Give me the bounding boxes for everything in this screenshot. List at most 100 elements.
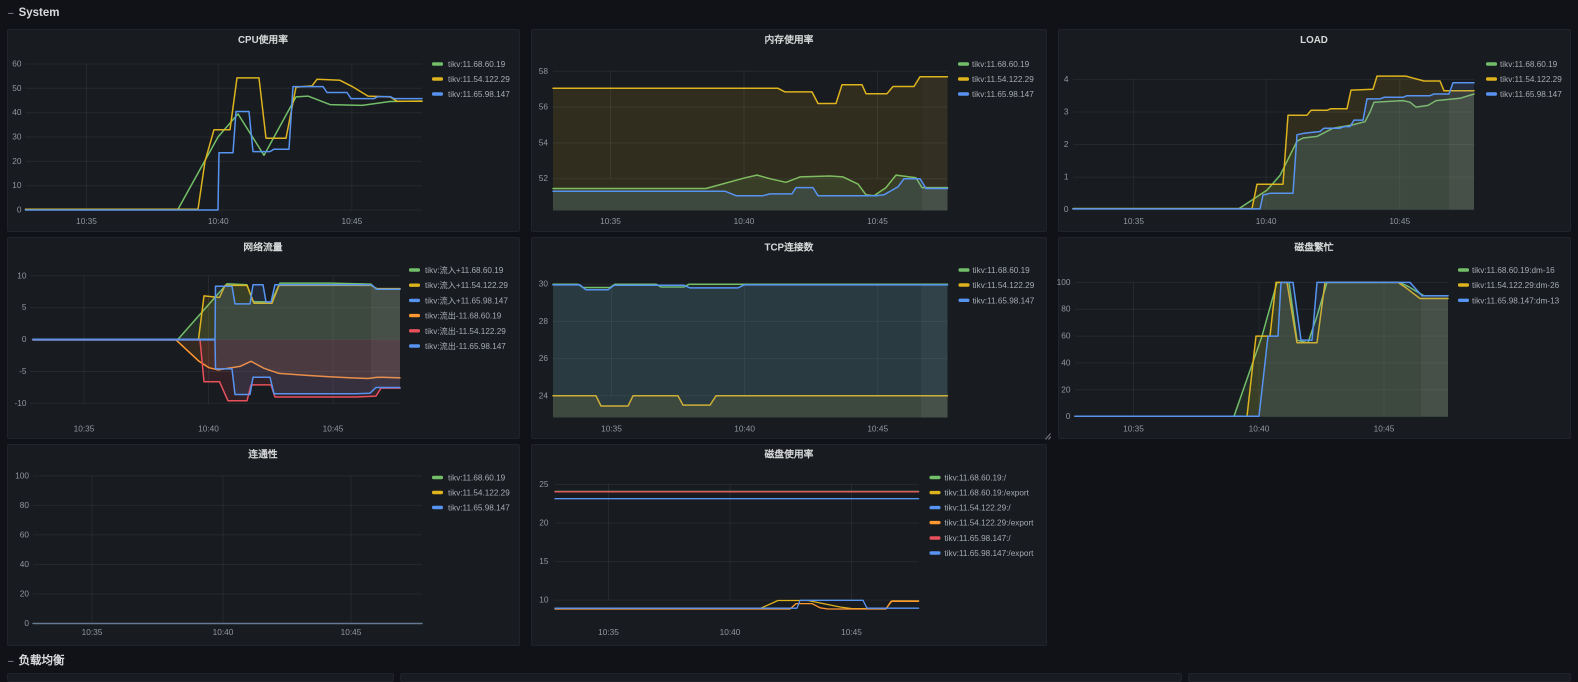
- svg-text:26: 26: [539, 353, 549, 363]
- svg-text:1: 1: [1064, 172, 1069, 182]
- svg-text:磁盘使用率: 磁盘使用率: [765, 448, 814, 461]
- svg-text:tikv:11.65.98.147: tikv:11.65.98.147: [448, 504, 510, 513]
- svg-text:tikv:11.68.60.19: tikv:11.68.60.19: [448, 60, 506, 69]
- svg-text:100: 100: [15, 470, 29, 480]
- svg-text:5: 5: [22, 302, 27, 312]
- svg-text:10:40: 10:40: [720, 627, 741, 637]
- svg-text:-5: -5: [19, 366, 27, 376]
- svg-text:10:40: 10:40: [198, 424, 219, 434]
- svg-text:tikv:流出-11.65.98.147: tikv:流出-11.65.98.147: [425, 341, 506, 351]
- svg-text:10:45: 10:45: [1389, 216, 1410, 226]
- svg-text:20: 20: [539, 518, 549, 528]
- svg-text:0: 0: [17, 205, 22, 215]
- svg-text:tikv:11.68.60.19:/: tikv:11.68.60.19:/: [944, 474, 1006, 483]
- svg-text:tikv:11.65.98.147: tikv:11.65.98.147: [972, 90, 1034, 99]
- svg-text:56: 56: [539, 102, 549, 112]
- svg-text:100: 100: [1057, 277, 1071, 287]
- svg-text:10:40: 10:40: [1249, 424, 1270, 434]
- svg-text:10:40: 10:40: [208, 216, 229, 226]
- svg-text:TCP连接数: TCP连接数: [765, 241, 814, 254]
- svg-text:40: 40: [20, 559, 30, 569]
- svg-text:10:35: 10:35: [82, 627, 103, 637]
- svg-text:10:35: 10:35: [600, 216, 621, 226]
- svg-text:80: 80: [20, 500, 30, 510]
- svg-text:tikv:11.68.60.19: tikv:11.68.60.19: [1500, 60, 1558, 69]
- svg-text:tikv:11.54.122.29: tikv:11.54.122.29: [973, 281, 1035, 290]
- svg-text:28: 28: [539, 316, 549, 326]
- svg-text:10:35: 10:35: [74, 424, 95, 434]
- svg-text:80: 80: [1061, 304, 1071, 314]
- svg-text:40: 40: [1061, 357, 1071, 367]
- svg-text:40: 40: [12, 107, 22, 117]
- svg-text:10:45: 10:45: [867, 424, 888, 434]
- svg-text:10: 10: [539, 595, 549, 605]
- svg-text:tikv:11.68.60.19: tikv:11.68.60.19: [973, 266, 1031, 275]
- svg-text:10:40: 10:40: [734, 216, 755, 226]
- svg-text:tikv:11.68.60.19: tikv:11.68.60.19: [448, 474, 506, 483]
- svg-text:tikv:流入+11.65.98.147: tikv:流入+11.65.98.147: [425, 295, 508, 305]
- svg-text:10:40: 10:40: [734, 424, 755, 434]
- svg-text:0: 0: [22, 334, 27, 344]
- svg-text:tikv:流出-11.54.122.29: tikv:流出-11.54.122.29: [425, 326, 506, 336]
- svg-text:20: 20: [12, 156, 22, 166]
- svg-text:4: 4: [1064, 74, 1069, 84]
- svg-text:连通性: 连通性: [248, 448, 278, 461]
- svg-text:10:45: 10:45: [867, 216, 888, 226]
- svg-text:内存使用率: 内存使用率: [765, 33, 814, 46]
- svg-text:tikv:11.68.60.19: tikv:11.68.60.19: [972, 60, 1030, 69]
- svg-text:10:35: 10:35: [601, 424, 622, 434]
- svg-text:0: 0: [1066, 411, 1071, 421]
- svg-text:0: 0: [1064, 204, 1069, 214]
- svg-text:24: 24: [539, 390, 549, 400]
- svg-text:50: 50: [12, 83, 22, 93]
- svg-text:10:40: 10:40: [213, 627, 234, 637]
- svg-text:tikv:流入+11.54.122.29: tikv:流入+11.54.122.29: [425, 280, 508, 290]
- svg-text:10: 10: [17, 270, 27, 280]
- svg-text:tikv:11.54.122.29:/: tikv:11.54.122.29:/: [944, 504, 1011, 513]
- svg-text:tikv:流出-11.68.60.19: tikv:流出-11.68.60.19: [425, 311, 502, 321]
- svg-text:20: 20: [20, 589, 30, 599]
- svg-text:网络流量: 网络流量: [243, 241, 282, 254]
- svg-text:10: 10: [12, 180, 22, 190]
- svg-text:tikv:11.65.98.147: tikv:11.65.98.147: [973, 296, 1035, 305]
- svg-text:LOAD: LOAD: [1300, 35, 1328, 46]
- svg-text:52: 52: [539, 173, 549, 183]
- svg-text:30: 30: [539, 279, 549, 289]
- svg-text:2: 2: [1064, 139, 1069, 149]
- svg-text:tikv:11.65.98.147:dm-13: tikv:11.65.98.147:dm-13: [1472, 296, 1560, 305]
- svg-text:10:45: 10:45: [323, 424, 344, 434]
- svg-text:10:35: 10:35: [1123, 424, 1144, 434]
- svg-text:tikv:流入+11.68.60.19: tikv:流入+11.68.60.19: [425, 265, 504, 275]
- svg-text:tikv:11.54.122.29: tikv:11.54.122.29: [448, 489, 510, 498]
- svg-text:10:40: 10:40: [1256, 216, 1277, 226]
- svg-text:tikv:11.68.60.19:/export: tikv:11.68.60.19:/export: [944, 489, 1029, 498]
- svg-text:58: 58: [539, 66, 549, 76]
- svg-text:60: 60: [12, 59, 22, 69]
- svg-text:tikv:11.65.98.147: tikv:11.65.98.147: [448, 90, 510, 99]
- svg-text:10:35: 10:35: [76, 216, 97, 226]
- svg-text:20: 20: [1061, 384, 1071, 394]
- svg-text:-10: -10: [15, 398, 27, 408]
- svg-text:tikv:11.54.122.29: tikv:11.54.122.29: [972, 75, 1034, 84]
- svg-text:CPU使用率: CPU使用率: [238, 33, 288, 46]
- svg-text:tikv:11.68.60.19:dm-16: tikv:11.68.60.19:dm-16: [1472, 266, 1555, 275]
- svg-text:10:45: 10:45: [341, 627, 362, 637]
- svg-text:tikv:11.54.122.29: tikv:11.54.122.29: [448, 75, 510, 84]
- svg-text:10:45: 10:45: [342, 216, 363, 226]
- svg-text:54: 54: [539, 137, 549, 147]
- svg-text:tikv:11.65.98.147:/: tikv:11.65.98.147:/: [944, 534, 1011, 543]
- svg-text:0: 0: [24, 618, 29, 628]
- svg-text:10:35: 10:35: [1123, 216, 1144, 226]
- svg-text:tikv:11.54.122.29:dm-26: tikv:11.54.122.29:dm-26: [1472, 281, 1560, 290]
- svg-text:15: 15: [539, 556, 549, 566]
- svg-text:10:45: 10:45: [1374, 424, 1395, 434]
- svg-text:10:45: 10:45: [841, 627, 862, 637]
- svg-text:30: 30: [12, 132, 22, 142]
- svg-text:tikv:11.65.98.147: tikv:11.65.98.147: [1500, 90, 1562, 99]
- svg-text:10:35: 10:35: [598, 627, 619, 637]
- svg-text:3: 3: [1064, 107, 1069, 117]
- svg-text:25: 25: [539, 479, 549, 489]
- svg-text:60: 60: [20, 529, 30, 539]
- svg-text:tikv:11.54.122.29:/export: tikv:11.54.122.29:/export: [944, 519, 1034, 528]
- svg-text:60: 60: [1061, 331, 1071, 341]
